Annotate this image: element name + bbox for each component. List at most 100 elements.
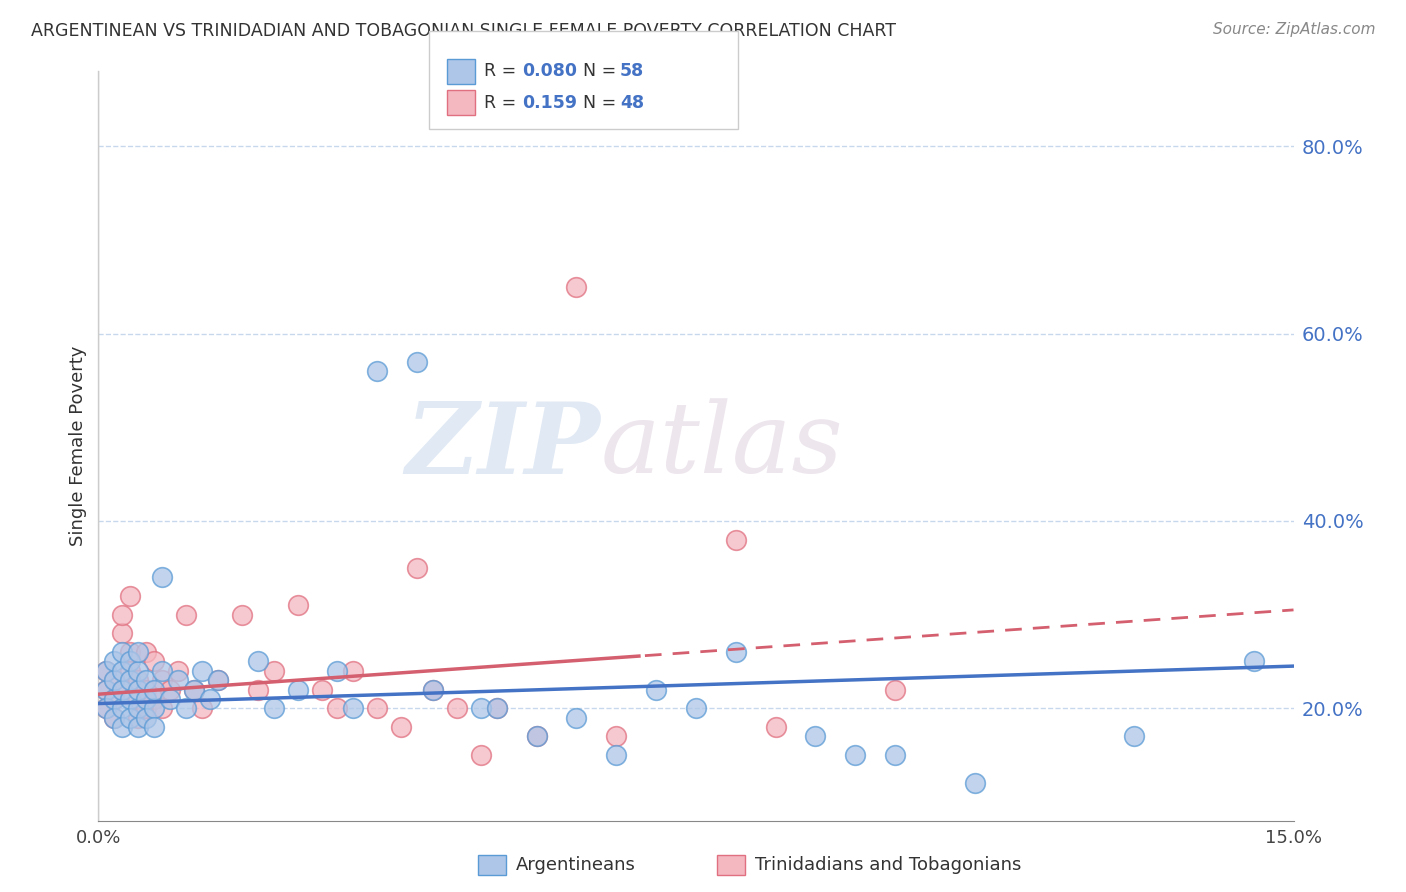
Point xyxy=(366,364,388,378)
Point xyxy=(422,682,444,697)
Point xyxy=(127,701,149,715)
Point xyxy=(96,664,118,678)
Point xyxy=(724,533,747,547)
Point xyxy=(884,682,907,697)
Point xyxy=(103,692,125,706)
Point xyxy=(159,682,181,697)
Text: R =: R = xyxy=(484,94,527,112)
Point xyxy=(685,701,707,715)
Point xyxy=(342,701,364,715)
Point xyxy=(111,682,134,697)
Point xyxy=(287,682,309,697)
Point xyxy=(207,673,229,688)
Point xyxy=(127,673,149,688)
Point xyxy=(103,673,125,688)
Point xyxy=(963,776,986,790)
Point xyxy=(1243,655,1265,669)
Point xyxy=(96,701,118,715)
Point xyxy=(246,682,269,697)
Point xyxy=(103,655,125,669)
Text: 48: 48 xyxy=(620,94,644,112)
Point xyxy=(96,664,118,678)
Text: N =: N = xyxy=(583,94,623,112)
Point xyxy=(111,720,134,734)
Point xyxy=(103,710,125,724)
Point xyxy=(127,682,149,697)
Point xyxy=(167,673,190,688)
Point xyxy=(120,710,142,724)
Point xyxy=(485,701,508,715)
Point xyxy=(143,720,166,734)
Point xyxy=(111,664,134,678)
Point xyxy=(135,701,157,715)
Point xyxy=(120,645,142,659)
Point xyxy=(150,701,173,715)
Point xyxy=(174,701,197,715)
Point xyxy=(103,673,125,688)
Point xyxy=(526,730,548,744)
Text: ARGENTINEAN VS TRINIDADIAN AND TOBAGONIAN SINGLE FEMALE POVERTY CORRELATION CHAR: ARGENTINEAN VS TRINIDADIAN AND TOBAGONIA… xyxy=(31,22,896,40)
Point xyxy=(246,655,269,669)
Point xyxy=(127,645,149,659)
Point xyxy=(127,664,149,678)
Point xyxy=(167,664,190,678)
Text: Argentineans: Argentineans xyxy=(516,856,636,874)
Point xyxy=(485,701,508,715)
Point xyxy=(103,710,125,724)
Point xyxy=(96,682,118,697)
Point xyxy=(120,692,142,706)
Point xyxy=(263,664,285,678)
Point xyxy=(120,655,142,669)
Point xyxy=(135,682,157,697)
Point xyxy=(111,607,134,622)
Point xyxy=(183,682,205,697)
Point xyxy=(326,701,349,715)
Point xyxy=(804,730,827,744)
Point xyxy=(389,720,412,734)
Point xyxy=(159,692,181,706)
Point xyxy=(174,607,197,622)
Point xyxy=(645,682,668,697)
Point xyxy=(605,730,627,744)
Point xyxy=(844,747,866,762)
Point xyxy=(111,626,134,640)
Text: ZIP: ZIP xyxy=(405,398,600,494)
Point xyxy=(526,730,548,744)
Point xyxy=(231,607,253,622)
Y-axis label: Single Female Poverty: Single Female Poverty xyxy=(69,346,87,546)
Point xyxy=(884,747,907,762)
Text: 58: 58 xyxy=(620,62,644,80)
Point xyxy=(135,710,157,724)
Point xyxy=(150,664,173,678)
Point xyxy=(143,701,166,715)
Point xyxy=(135,673,157,688)
Text: N =: N = xyxy=(583,62,623,80)
Point xyxy=(127,692,149,706)
Point xyxy=(111,682,134,697)
Point xyxy=(127,720,149,734)
Point xyxy=(565,280,588,294)
Point xyxy=(342,664,364,678)
Point xyxy=(191,701,214,715)
Point xyxy=(263,701,285,715)
Point xyxy=(183,682,205,697)
Point xyxy=(470,701,492,715)
Point xyxy=(135,645,157,659)
Point xyxy=(565,710,588,724)
Point xyxy=(605,747,627,762)
Point xyxy=(326,664,349,678)
Point xyxy=(96,682,118,697)
Text: Source: ZipAtlas.com: Source: ZipAtlas.com xyxy=(1212,22,1375,37)
Point xyxy=(765,720,787,734)
Point xyxy=(143,655,166,669)
Point xyxy=(103,692,125,706)
Point xyxy=(120,589,142,603)
Point xyxy=(287,599,309,613)
Text: 0.080: 0.080 xyxy=(522,62,576,80)
Point xyxy=(406,355,429,369)
Point xyxy=(120,664,142,678)
Point xyxy=(198,692,221,706)
Point xyxy=(150,673,173,688)
Point xyxy=(143,692,166,706)
Point xyxy=(311,682,333,697)
